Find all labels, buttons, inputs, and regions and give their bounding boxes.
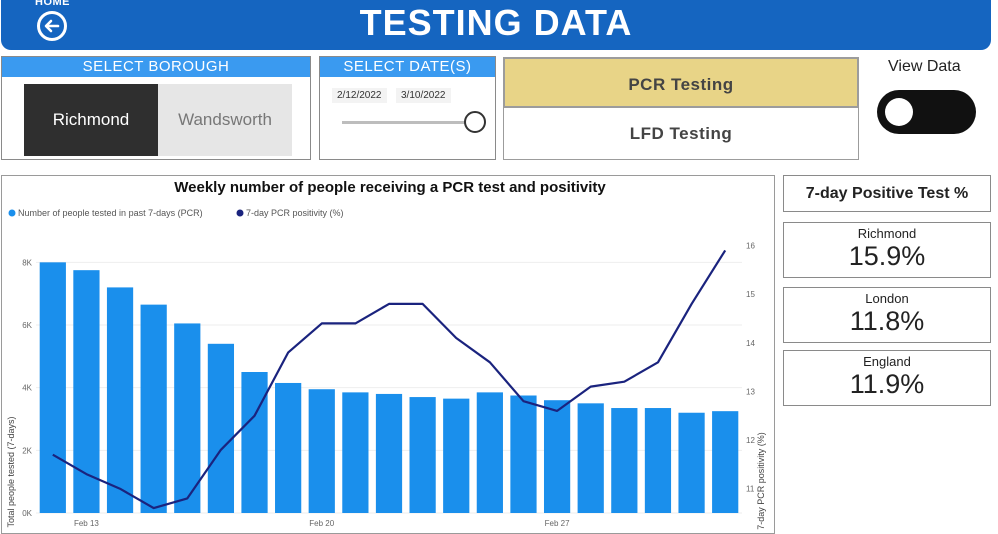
stat-label: Richmond (857, 226, 917, 241)
x-tick-label: Feb 13 (74, 519, 99, 528)
stat-label: England (863, 354, 911, 369)
positive-test-title: 7-day Positive Test % (783, 175, 991, 212)
y2-tick-label: 12 (746, 436, 755, 445)
date-slicer-title: SELECT DATE(S) (320, 57, 495, 77)
view-data-toggle[interactable] (877, 90, 976, 134)
y2-tick-label: 13 (746, 387, 755, 396)
bar (476, 392, 503, 513)
positivity-line (52, 249, 727, 510)
bar (409, 397, 436, 513)
home-label: HOME (35, 0, 70, 8)
borough-slicer: SELECT BOROUGH Richmond Wandsworth (1, 56, 311, 160)
legend-bar-marker (8, 209, 16, 217)
back-arrow-icon (44, 19, 60, 33)
bar (543, 400, 571, 513)
bar (275, 382, 302, 513)
borough-option-wandsworth[interactable]: Wandsworth (158, 84, 292, 156)
bar (207, 343, 235, 513)
bar (39, 262, 66, 513)
y-axis-ticks: 0K 2K 4K 6K 8K (22, 258, 32, 518)
stat-card-london: London 11.8% (783, 287, 991, 343)
y-tick-label: 4K (22, 384, 32, 393)
bar (644, 408, 672, 513)
bar (611, 408, 638, 513)
legend-line-label: 7-day PCR positivity (%) (246, 208, 344, 218)
stat-value: 11.8% (849, 306, 925, 336)
date-slider-handle[interactable] (464, 111, 486, 133)
bar (678, 412, 705, 513)
x-axis-ticks: Feb 13 Feb 20 Feb 27 (74, 519, 570, 528)
chart-title: Weekly number of people receiving a PCR … (174, 179, 606, 196)
bar (73, 270, 100, 513)
date-slicer: SELECT DATE(S) 2/12/2022 3/10/2022 (319, 56, 496, 160)
start-date-input[interactable]: 2/12/2022 (332, 88, 387, 103)
bar (577, 403, 604, 513)
date-slider-track[interactable] (342, 121, 477, 124)
lfd-testing-button[interactable]: LFD Testing (503, 108, 859, 160)
pcr-combo-chart: Weekly number of people receiving a PCR … (6, 179, 766, 530)
bar (140, 304, 167, 513)
y-tick-label: 2K (22, 446, 32, 455)
bar (241, 372, 268, 513)
bar (174, 323, 201, 513)
y2-tick-label: 15 (746, 290, 755, 299)
bar (443, 398, 470, 513)
header-bar: HOME TESTING DATA (1, 0, 991, 50)
bar (308, 389, 335, 513)
end-date-input[interactable]: 3/10/2022 (396, 88, 451, 103)
bar (510, 395, 537, 513)
x-tick-label: Feb 20 (309, 519, 334, 528)
stat-label: London (865, 291, 909, 306)
bar (342, 392, 369, 513)
pcr-chart-panel: Weekly number of people receiving a PCR … (1, 175, 775, 534)
y2-tick-label: 11 (746, 485, 755, 494)
borough-option-richmond[interactable]: Richmond (24, 84, 158, 156)
y2-axis-title: 7-day PCR positivity (%) (756, 432, 766, 530)
bar (106, 287, 134, 513)
y2-tick-label: 14 (746, 339, 755, 348)
stat-card-richmond: Richmond 15.9% (783, 222, 991, 278)
y-tick-label: 8K (22, 258, 32, 267)
pcr-testing-button[interactable]: PCR Testing (503, 57, 859, 108)
bar (375, 393, 403, 513)
stat-card-england: England 11.9% (783, 350, 991, 406)
toggle-knob (885, 98, 913, 126)
legend-line-marker (236, 209, 244, 217)
x-tick-label: Feb 27 (545, 519, 570, 528)
y2-tick-label: 16 (746, 242, 755, 251)
y-tick-label: 6K (22, 321, 32, 330)
y-tick-label: 0K (22, 509, 32, 518)
y2-axis-ticks: 11 12 13 14 15 16 (746, 242, 755, 494)
stat-value: 11.9% (849, 369, 925, 399)
chart-legend: Number of people tested in past 7-days (… (8, 208, 344, 218)
stat-value: 15.9% (848, 241, 926, 271)
bar (712, 411, 739, 513)
borough-slicer-title: SELECT BOROUGH (2, 57, 310, 77)
view-data-label: View Data (888, 58, 961, 75)
legend-bar-label: Number of people tested in past 7-days (… (18, 208, 203, 218)
home-button[interactable] (37, 11, 67, 41)
bar-series (39, 262, 739, 513)
page-title: TESTING DATA (359, 2, 633, 43)
y-axis-title: Total people tested (7-days) (6, 416, 16, 527)
